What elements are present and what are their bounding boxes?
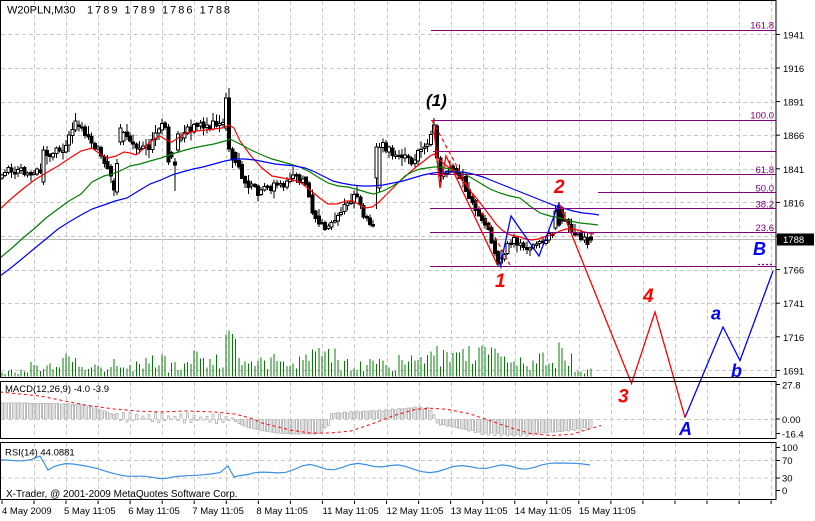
svg-text:11 May 11:05: 11 May 11:05 bbox=[323, 506, 379, 517]
svg-text:1: 1 bbox=[495, 271, 506, 292]
svg-text:(1): (1) bbox=[426, 91, 447, 110]
svg-text:1691: 1691 bbox=[783, 366, 804, 377]
svg-text:7 May 11:05: 7 May 11:05 bbox=[192, 506, 244, 517]
svg-text:0.00: 0.00 bbox=[782, 415, 801, 426]
svg-text:MACD(12,26,9) -4.0 -3.9: MACD(12,26,9) -4.0 -3.9 bbox=[5, 384, 109, 395]
svg-text:27.8: 27.8 bbox=[782, 381, 801, 392]
svg-text:30: 30 bbox=[782, 474, 793, 485]
svg-text:50.0: 50.0 bbox=[756, 184, 775, 195]
svg-text:1916: 1916 bbox=[783, 64, 804, 75]
svg-text:1941: 1941 bbox=[783, 30, 804, 41]
svg-text:B: B bbox=[753, 239, 766, 259]
svg-text:100.0: 100.0 bbox=[750, 111, 774, 122]
svg-text:4 May 2009: 4 May 2009 bbox=[2, 506, 52, 517]
svg-text:1741: 1741 bbox=[783, 299, 804, 310]
svg-text:38.2: 38.2 bbox=[756, 200, 775, 211]
svg-text:A: A bbox=[678, 419, 692, 439]
svg-text:70: 70 bbox=[782, 456, 793, 467]
svg-text:1891: 1891 bbox=[783, 98, 804, 109]
svg-text:8 May 11:05: 8 May 11:05 bbox=[256, 506, 308, 517]
svg-text:1716: 1716 bbox=[783, 333, 804, 344]
svg-text:RSI(14) 44.0881: RSI(14) 44.0881 bbox=[5, 448, 75, 459]
svg-text:14 May 11:05: 14 May 11:05 bbox=[515, 506, 572, 517]
svg-text:15 May 11:05: 15 May 11:05 bbox=[579, 506, 636, 517]
svg-text:2: 2 bbox=[553, 177, 565, 198]
svg-text:12 May 11:05: 12 May 11:05 bbox=[387, 506, 444, 517]
svg-text:1866: 1866 bbox=[783, 131, 804, 142]
svg-text:4: 4 bbox=[642, 286, 654, 307]
svg-text:1841: 1841 bbox=[783, 165, 804, 176]
svg-text:b: b bbox=[731, 361, 742, 381]
svg-text:13 May 11:05: 13 May 11:05 bbox=[451, 506, 508, 517]
svg-text:1816: 1816 bbox=[783, 198, 804, 209]
svg-text:1788: 1788 bbox=[783, 235, 804, 246]
svg-text:a: a bbox=[711, 304, 721, 324]
svg-text:100: 100 bbox=[782, 443, 798, 454]
svg-text:W20PLN,M30: W20PLN,M30 bbox=[7, 5, 75, 17]
svg-text:0: 0 bbox=[782, 486, 787, 497]
svg-text:-16.4: -16.4 bbox=[782, 430, 804, 441]
svg-text:23.6: 23.6 bbox=[756, 223, 775, 234]
svg-text:3: 3 bbox=[618, 387, 629, 408]
svg-text:61.8: 61.8 bbox=[756, 165, 775, 176]
svg-text:1789 1789 1786 1788: 1789 1789 1786 1788 bbox=[87, 5, 232, 17]
svg-text:1766: 1766 bbox=[783, 266, 804, 277]
svg-text:5 May 11:05: 5 May 11:05 bbox=[64, 506, 116, 517]
svg-text:X-Trader, @ 2001-2009 MetaQuot: X-Trader, @ 2001-2009 MetaQuotes Softwar… bbox=[6, 489, 238, 500]
svg-text:161.8: 161.8 bbox=[750, 21, 774, 32]
svg-text:6 May 11:05: 6 May 11:05 bbox=[128, 506, 180, 517]
